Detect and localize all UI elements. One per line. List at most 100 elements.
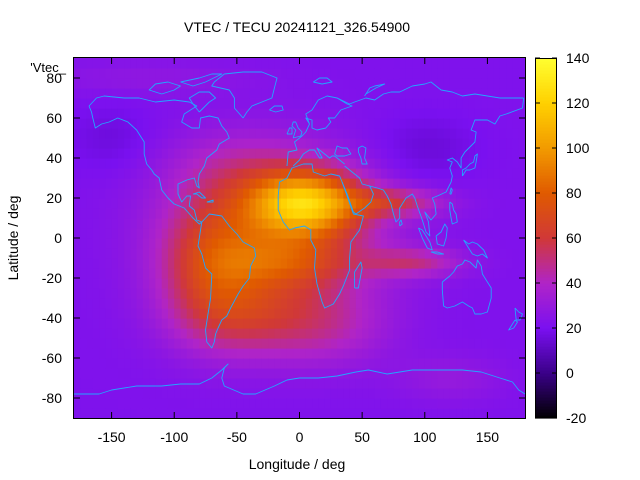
heatmap-cell <box>80 148 88 159</box>
heatmap-cell <box>149 228 157 239</box>
heatmap-cell <box>286 308 294 319</box>
heatmap-cell <box>92 208 100 219</box>
heatmap-cell <box>155 218 163 229</box>
colorbar-swatch <box>535 187 557 191</box>
heatmap-cell <box>330 68 338 79</box>
heatmap-cell <box>80 398 88 409</box>
heatmap-cell <box>86 148 94 159</box>
heatmap-cell <box>105 118 113 129</box>
heatmap-cell <box>117 98 125 109</box>
heatmap-cell <box>512 208 520 219</box>
heatmap-cell <box>199 98 207 109</box>
heatmap-cell <box>299 248 307 259</box>
colorbar-swatch <box>535 304 557 308</box>
heatmap-cell <box>224 318 232 329</box>
heatmap-cell <box>142 348 150 359</box>
heatmap-cell <box>449 128 457 139</box>
heatmap-cell <box>280 408 288 419</box>
heatmap-cell <box>499 78 507 89</box>
heatmap-cell <box>124 258 131 269</box>
colorbar-tick-label: 100 <box>566 140 590 156</box>
heatmap-cell <box>86 298 94 309</box>
heatmap-cell <box>512 278 520 289</box>
heatmap-cell <box>130 248 138 259</box>
heatmap-cell <box>111 348 119 359</box>
x-tick-label: 50 <box>354 429 370 445</box>
heatmap-cell <box>243 258 250 269</box>
heatmap-cell <box>199 138 207 149</box>
heatmap-cell <box>431 218 438 229</box>
heatmap-cell <box>468 128 476 139</box>
heatmap-cell <box>136 248 144 259</box>
heatmap-cell <box>312 178 319 189</box>
heatmap-cell <box>456 168 463 179</box>
heatmap-cell <box>393 308 401 319</box>
heatmap-cell <box>299 368 307 379</box>
heatmap-cell <box>205 128 213 139</box>
heatmap-cell <box>180 148 188 159</box>
heatmap-cell <box>305 178 313 189</box>
heatmap-cell <box>431 348 438 359</box>
heatmap-cell <box>236 118 244 129</box>
colorbar-swatch <box>535 301 557 305</box>
heatmap-cell <box>499 378 507 389</box>
heatmap-cell <box>286 178 294 189</box>
heatmap-cell <box>418 258 426 269</box>
heatmap-cell <box>92 178 100 189</box>
heatmap-cell <box>149 278 157 289</box>
heatmap-cell <box>481 178 489 189</box>
heatmap-cell <box>261 88 269 99</box>
heatmap-cell <box>130 88 138 99</box>
heatmap-cell <box>493 318 501 329</box>
heatmap-cell <box>230 148 238 159</box>
colorbar-swatch <box>535 280 557 284</box>
heatmap-cell <box>211 118 219 129</box>
heatmap-cell <box>499 318 507 329</box>
heatmap-cell <box>330 238 338 249</box>
heatmap-cell <box>230 78 238 89</box>
heatmap-cell <box>437 178 445 189</box>
heatmap-cell <box>424 118 432 129</box>
heatmap-cell <box>512 178 520 189</box>
heatmap-cell <box>393 148 401 159</box>
heatmap-cell <box>92 238 100 249</box>
heatmap-cell <box>418 188 426 199</box>
heatmap-cell <box>474 188 482 199</box>
heatmap-cell <box>387 68 395 79</box>
heatmap-cell <box>99 328 106 339</box>
heatmap-cell <box>487 258 495 269</box>
heatmap-cell <box>80 198 88 209</box>
heatmap-cell <box>493 88 501 99</box>
coastline-ellesmere <box>180 73 223 87</box>
heatmap-cell <box>481 128 489 139</box>
colorbar-swatch <box>535 214 557 218</box>
heatmap-cell <box>174 208 182 219</box>
heatmap-cell <box>199 368 207 379</box>
heatmap-cell <box>412 318 420 329</box>
heatmap-cell <box>374 228 382 239</box>
heatmap-cell <box>230 118 238 129</box>
heatmap-cell <box>512 298 520 309</box>
heatmap-cell <box>330 188 338 199</box>
heatmap-cell <box>74 318 81 329</box>
heatmap-cell <box>468 348 476 359</box>
heatmap-cell <box>349 128 357 139</box>
heatmap-cell <box>431 258 438 269</box>
heatmap-cell <box>174 288 182 299</box>
heatmap-cell <box>86 128 94 139</box>
heatmap-cell <box>305 138 313 149</box>
heatmap-cell <box>218 218 225 229</box>
heatmap-cell <box>205 308 213 319</box>
heatmap-cell <box>424 408 432 419</box>
heatmap-cell <box>456 88 463 99</box>
heatmap-cell <box>412 178 420 189</box>
heatmap-cell <box>86 248 94 259</box>
heatmap-cell <box>405 148 413 159</box>
heatmap-cell <box>456 78 463 89</box>
heatmap-cell <box>224 158 232 169</box>
heatmap-cell <box>80 88 88 99</box>
heatmap-cell <box>92 228 100 239</box>
heatmap-cell <box>243 148 250 159</box>
heatmap-cell <box>456 148 463 159</box>
